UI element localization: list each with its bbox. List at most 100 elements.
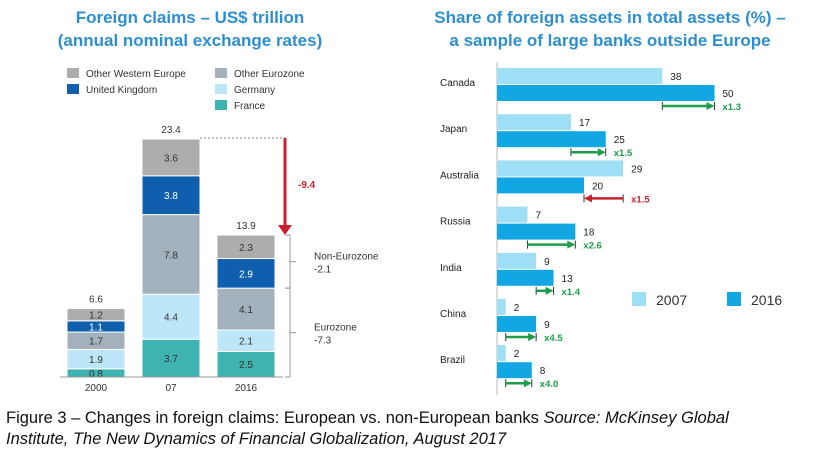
category-label: Brazil — [440, 355, 465, 366]
legend-swatch-germany — [215, 84, 227, 94]
bracket-label: Eurozone — [314, 323, 357, 334]
data-label: 1.1 — [89, 322, 103, 333]
data-label: 1.2 — [89, 311, 103, 322]
value-label-2007: 38 — [670, 72, 682, 83]
category-label: Canada — [440, 78, 475, 89]
data-label: 4.4 — [164, 313, 178, 324]
legend-swatch-other-western-europe — [67, 68, 79, 78]
x-tick-label: 2000 — [85, 383, 108, 394]
multiplier-label: x4.5 — [544, 333, 563, 344]
bar-2007 — [497, 68, 663, 84]
legend-swatch-2007 — [632, 292, 646, 306]
category-label: China — [440, 309, 467, 320]
value-label-2016: 25 — [614, 135, 626, 146]
total-label: 23.4 — [161, 125, 181, 136]
multiplier-label: x1.3 — [723, 102, 742, 113]
growth-arrow-head — [567, 240, 576, 249]
value-label-2016: 8 — [540, 366, 546, 377]
value-label-2016: 20 — [592, 181, 604, 192]
multiplier-label: x4.0 — [540, 379, 559, 390]
legend-label-united-kingdom: United Kingdom — [86, 85, 157, 96]
bar-segment — [216, 258, 276, 289]
value-label-2016: 9 — [544, 320, 550, 331]
decline-arrow-head — [584, 194, 592, 203]
multiplier-label: x1.5 — [631, 194, 650, 205]
total-label: 13.9 — [236, 221, 256, 232]
caption-main: Figure 3 – Changes in foreign claims: Eu… — [6, 409, 539, 427]
category-label: Russia — [440, 217, 471, 228]
change-arrow-head — [278, 225, 292, 236]
data-label: 3.7 — [164, 354, 178, 365]
left-title-line2: (annual nominal exchange rates) — [57, 31, 323, 50]
legend-label-france: France — [234, 101, 266, 112]
bar-segment — [141, 138, 201, 177]
value-label-2007: 2 — [514, 349, 520, 360]
value-label-2016: 50 — [723, 89, 735, 100]
bar-segment — [141, 293, 201, 340]
bar-2007 — [497, 299, 506, 315]
bracket-label: Non-Eurozone — [314, 252, 379, 263]
bar-2016 — [497, 362, 532, 379]
data-label: 2.9 — [239, 269, 253, 280]
legend-label-2007: 2007 — [656, 292, 687, 308]
x-tick-label: 07 — [165, 383, 177, 394]
bracket-value: -7.3 — [314, 336, 332, 347]
bar-2016 — [497, 269, 554, 286]
horizontal-bar-chart: Canada3850x1.3Japan1725x1.5Australia2920… — [440, 62, 782, 395]
legend-label-germany: Germany — [234, 85, 275, 96]
value-label-2007: 17 — [579, 118, 591, 129]
bar-segment — [141, 175, 201, 216]
data-label: 7.8 — [164, 250, 178, 261]
bar-2016 — [497, 177, 584, 194]
data-label: 4.1 — [239, 305, 253, 316]
bar-2016 — [497, 316, 537, 332]
bar-segment — [216, 287, 276, 331]
value-label-2007: 29 — [631, 164, 643, 175]
right-title-line1: Share of foreign assets in total assets … — [434, 8, 786, 27]
legend-label-other-western-europe: Other Western Europe — [86, 69, 186, 80]
data-label: 1.9 — [89, 355, 103, 366]
bar-2007 — [497, 252, 537, 269]
right-chart-title: Share of foreign assets in total assets … — [410, 6, 810, 52]
bar-2016 — [497, 85, 715, 101]
right-title-line2: a sample of large banks outside Europe — [449, 31, 771, 50]
category-label: Japan — [440, 124, 467, 135]
bar-segment — [66, 308, 126, 322]
figure-caption: Figure 3 – Changes in foreign claims: Eu… — [6, 408, 818, 450]
change-label: -9.4 — [298, 180, 316, 191]
caption-source-line1: Source: McKinsey Global — [543, 409, 729, 427]
total-label: 6.6 — [89, 295, 103, 306]
stacked-bar-chart: Other Western Europe Other Eurozone United… — [60, 68, 379, 394]
multiplier-label: x1.5 — [614, 148, 633, 159]
bar-2007 — [497, 114, 571, 131]
legend-label-2016: 2016 — [751, 292, 782, 308]
category-label: India — [440, 263, 462, 274]
caption-source-line2: Institute, The New Dynamics of Financial… — [6, 430, 507, 448]
x-tick-label: 2016 — [235, 383, 258, 394]
bar-2007 — [497, 206, 528, 223]
multiplier-label: x1.4 — [562, 287, 581, 298]
data-label: 3.8 — [164, 191, 178, 202]
data-label: 2.5 — [239, 360, 253, 371]
bar-segment — [216, 234, 276, 260]
value-label-2007: 7 — [535, 211, 541, 222]
bracket-eurozone — [285, 287, 296, 378]
left-chart-title: Foreign claims – US$ trillion (annual no… — [20, 6, 360, 52]
growth-arrow-head — [597, 148, 606, 157]
data-label: 2.1 — [239, 337, 253, 348]
value-label-2007: 2 — [514, 303, 520, 314]
bar-2016 — [497, 131, 606, 148]
growth-arrow-head — [528, 333, 537, 341]
bar-2007 — [497, 160, 624, 177]
value-label-2016: 13 — [562, 274, 574, 285]
left-title-line1: Foreign claims – US$ trillion — [75, 8, 305, 27]
legend-swatch-united-kingdom — [67, 84, 79, 94]
value-label-2007: 9 — [544, 257, 550, 268]
bracket-value: -2.1 — [314, 265, 332, 276]
category-label: Australia — [440, 170, 479, 181]
bar-segment — [216, 350, 276, 378]
bar-2007 — [497, 345, 506, 362]
growth-arrow-head — [523, 379, 532, 388]
bar-2016 — [497, 223, 576, 240]
legend-swatch-france — [215, 100, 227, 110]
